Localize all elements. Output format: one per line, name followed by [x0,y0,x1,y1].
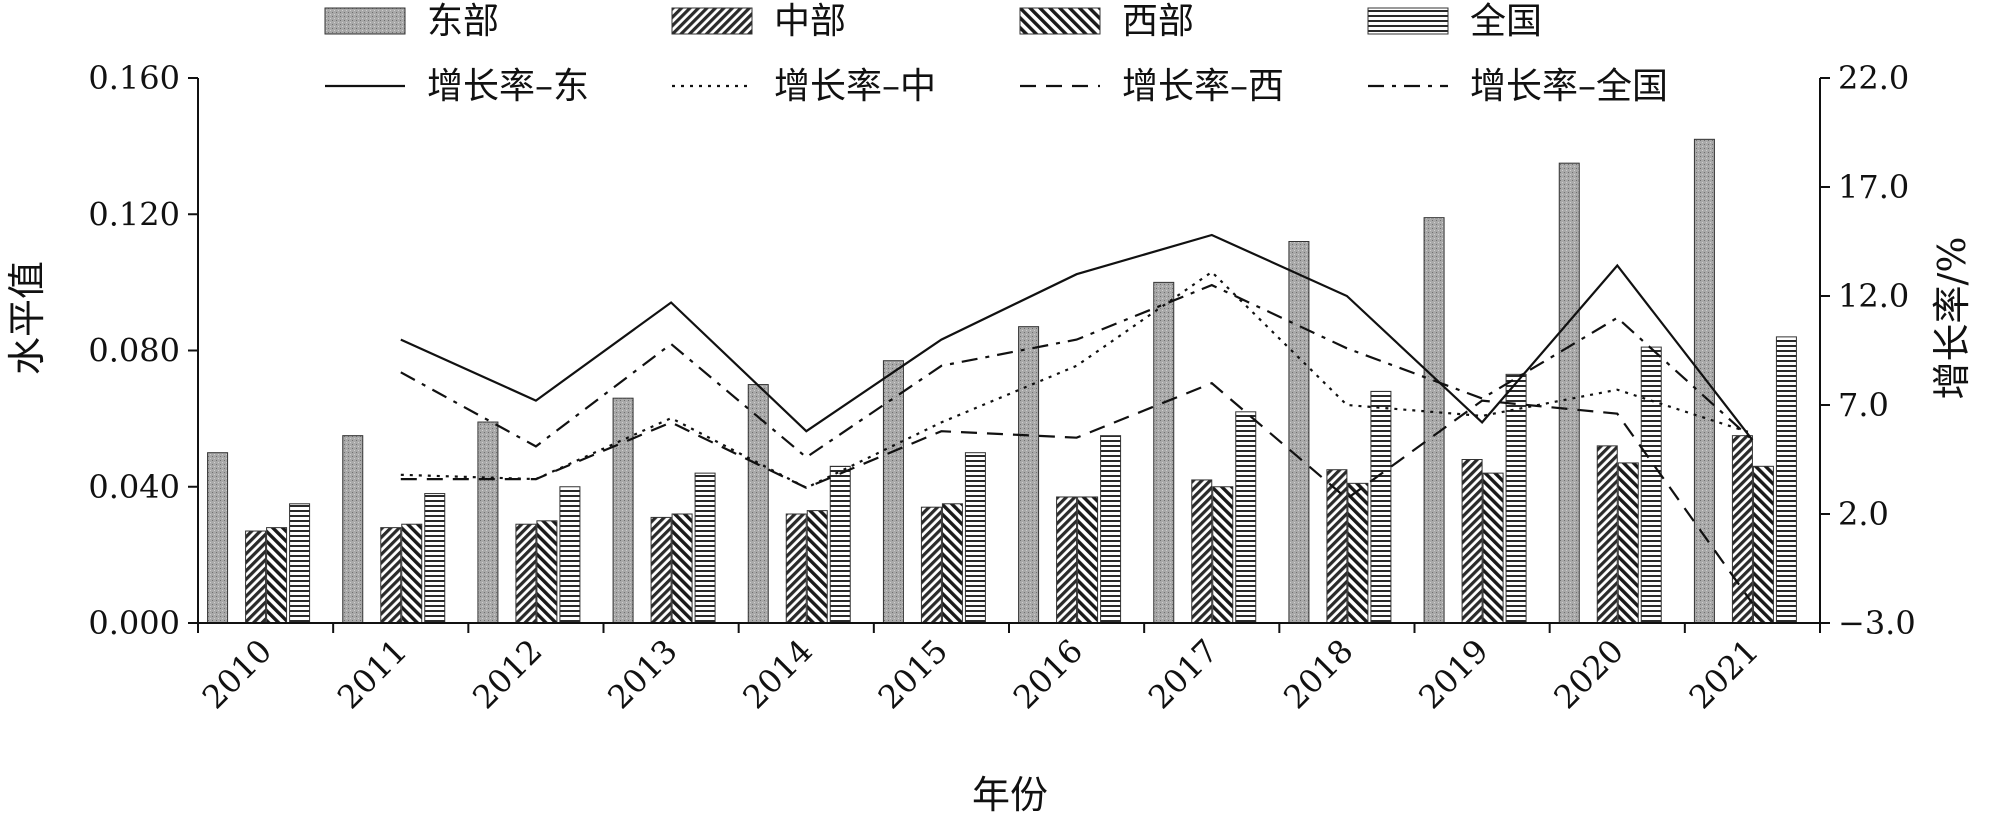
bar-全国-2011 [424,493,446,624]
bar-全国-2012 [559,486,581,624]
line-增长率–全国 [400,283,1754,459]
bar-西部-2019 [1482,472,1504,624]
bar-东部-2013 [612,397,634,624]
legend-swatch-东部 [324,7,406,35]
left-tick-label: 0.160 [88,59,180,97]
bar-全国-2013 [694,472,716,624]
legend-label-增长率–全国: 增长率–全国 [1470,66,1668,107]
bar-西部-2014 [806,510,828,624]
legend-swatch-西部 [1019,7,1101,35]
line-增长率–中 [400,270,1753,490]
bar-中部-2010 [245,530,267,624]
bar-中部-2018 [1326,469,1348,624]
x-tick-label: 2017 [1141,632,1225,716]
bar-中部-2013 [650,516,672,624]
legend-label-增长率–中: 增长率–中 [774,66,936,107]
bar-全国-2020 [1640,346,1662,624]
bar-西部-2013 [671,513,693,624]
bar-全国-2015 [964,452,986,624]
bar-东部-2011 [342,435,364,624]
bar-全国-2021 [1775,336,1797,624]
bar-中部-2014 [785,513,807,624]
left-tick-label: 0.040 [88,468,180,506]
x-tick-label: 2021 [1682,632,1766,716]
right-tick-label: −3.0 [1838,604,1916,642]
bar-西部-2012 [536,520,558,624]
bar-西部-2017 [1212,486,1234,624]
x-tick-label: 2011 [330,632,414,716]
legend-label-中部: 中部 [774,1,846,42]
bar-中部-2019 [1461,459,1483,624]
bar-东部-2015 [882,360,904,624]
x-tick-label: 2013 [600,632,684,716]
bar-东部-2010 [207,452,229,624]
right-tick-label: 22.0 [1838,59,1909,97]
bar-东部-2020 [1558,162,1580,624]
bar-中部-2017 [1191,479,1213,624]
right-tick-label: 12.0 [1838,277,1909,315]
line-增长率–西 [400,381,1754,605]
right-tick-label: 2.0 [1838,495,1889,533]
x-axis-title: 年份 [972,773,1048,817]
x-tick-label: 2012 [465,632,549,716]
x-tick-label: 2020 [1546,632,1630,716]
bar-东部-2021 [1693,138,1715,624]
x-tick-label: 2019 [1411,632,1495,716]
x-tick-label: 2016 [1006,632,1090,716]
left-tick-label: 0.120 [88,195,180,233]
legend-label-增长率–西: 增长率–西 [1122,66,1284,107]
bar-西部-2021 [1752,465,1774,624]
bar-东部-2018 [1288,241,1310,624]
left-axis-title: 水平值 [5,261,49,375]
right-tick-label: 7.0 [1838,386,1889,424]
bar-西部-2018 [1347,482,1369,624]
legend-label-增长率–东: 增长率–东 [427,66,589,107]
right-axis-title: 增长率/% [1930,237,1974,400]
bar-西部-2015 [941,503,963,624]
bar-西部-2020 [1617,462,1639,624]
bar-全国-2016 [1100,435,1122,624]
bar-全国-2019 [1505,373,1527,624]
x-tick-label: 2010 [195,632,279,716]
bar-中部-2016 [1056,496,1078,624]
bar-东部-2019 [1423,217,1445,624]
x-tick-label: 2015 [871,632,955,716]
bar-中部-2015 [920,506,942,624]
left-tick-label: 0.000 [88,604,180,642]
bar-中部-2012 [515,523,537,624]
bar-全国-2010 [289,503,311,624]
bar-中部-2011 [380,527,402,624]
bar-东部-2014 [747,384,769,624]
bar-marks [207,138,1797,624]
bar-全国-2014 [829,465,851,624]
bar-东部-2017 [1153,281,1175,624]
bar-中部-2021 [1731,435,1753,624]
x-tick-label: 2014 [735,632,819,716]
legend-swatch-全国 [1367,7,1449,35]
bar-全国-2018 [1370,390,1392,624]
growth-lines [400,233,1754,605]
bar-东部-2016 [1018,326,1040,624]
bar-中部-2020 [1596,445,1618,624]
legend-label-全国: 全国 [1470,1,1542,42]
bar-东部-2012 [477,421,499,624]
legend-swatch-中部 [671,7,753,35]
x-tick-label: 2018 [1276,632,1360,716]
right-tick-label: 17.0 [1838,168,1909,206]
line-增长率–东 [400,233,1754,441]
left-tick-label: 0.080 [88,332,180,370]
legend-label-东部: 东部 [427,1,499,42]
bar-西部-2016 [1077,496,1099,624]
bar-全国-2017 [1235,411,1257,624]
bar-西部-2011 [401,523,423,624]
bar-西部-2010 [266,527,288,624]
legend-label-西部: 西部 [1122,1,1194,42]
